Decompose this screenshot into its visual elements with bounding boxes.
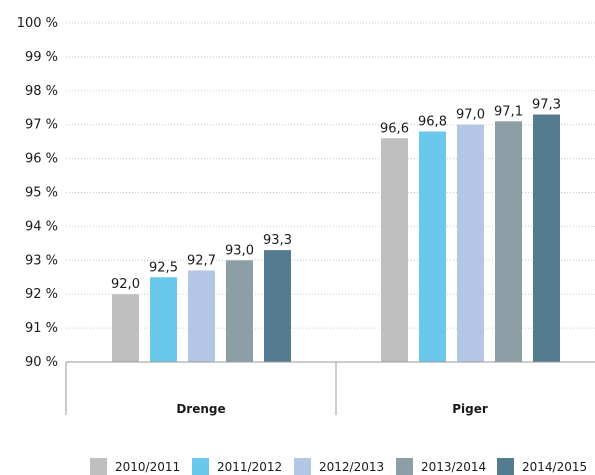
legend-label: 2010/2011 <box>115 460 180 474</box>
bar <box>381 138 408 362</box>
x-axis <box>65 361 595 415</box>
legend-label: 2013/2014 <box>421 460 486 474</box>
data-label: 93,3 <box>263 233 292 248</box>
data-label: 93,0 <box>225 243 254 258</box>
bar <box>264 250 291 362</box>
data-label: 97,3 <box>532 98 561 113</box>
data-label: 92,7 <box>187 253 216 268</box>
legend-swatch <box>497 458 514 475</box>
bar <box>457 124 484 362</box>
y-tick-label: 95 % <box>25 186 58 201</box>
data-label: 96,6 <box>380 121 409 136</box>
legend-swatch <box>90 458 107 475</box>
y-tick-label: 91 % <box>25 321 58 336</box>
y-tick-label: 92 % <box>25 287 58 302</box>
bar <box>112 294 139 362</box>
y-tick-label: 96 % <box>25 152 58 167</box>
data-label: 97,1 <box>494 104 523 119</box>
bar <box>495 121 522 362</box>
y-tick-label: 93 % <box>25 253 58 268</box>
legend-label: 2011/2012 <box>217 460 282 474</box>
data-label: 96,8 <box>418 114 447 129</box>
y-axis-ticks: 90 % 91 % 92 % 93 % 94 % 95 % 96 % 97 % 98 % 99 %… <box>17 16 58 370</box>
bar <box>188 270 215 362</box>
category-label: Drenge <box>176 402 225 416</box>
legend-label: 2014/2015 <box>522 460 587 474</box>
legend-swatch <box>294 458 311 475</box>
bar <box>533 114 560 362</box>
bar <box>150 277 177 362</box>
y-tick-label: 100 % <box>17 16 58 31</box>
legend-swatch <box>396 458 413 475</box>
bar <box>419 131 446 362</box>
y-tick-label: 99 % <box>25 50 58 65</box>
data-label: 92,5 <box>149 260 178 275</box>
data-label: 97,0 <box>456 108 485 123</box>
y-tick-label: 98 % <box>25 84 58 99</box>
data-labels: 92,0 92,5 92,7 93,0 93,3 96,6 96,8 97,0 97,1 97,3 <box>111 98 561 293</box>
data-label: 92,0 <box>111 277 140 292</box>
category-labels: Drenge Piger <box>176 402 488 416</box>
y-tick-label: 94 % <box>25 219 58 234</box>
bar <box>226 260 253 362</box>
gridlines <box>66 22 595 329</box>
legend-swatch <box>192 458 209 475</box>
category-label: Piger <box>452 402 488 416</box>
legend-label: 2012/2013 <box>319 460 384 474</box>
bars <box>112 114 560 362</box>
legend: 2010/2011 2011/2012 2012/2013 2013/2014 2014… <box>90 458 587 475</box>
y-tick-label: 97 % <box>25 118 58 133</box>
y-tick-label: 90 % <box>25 355 58 370</box>
